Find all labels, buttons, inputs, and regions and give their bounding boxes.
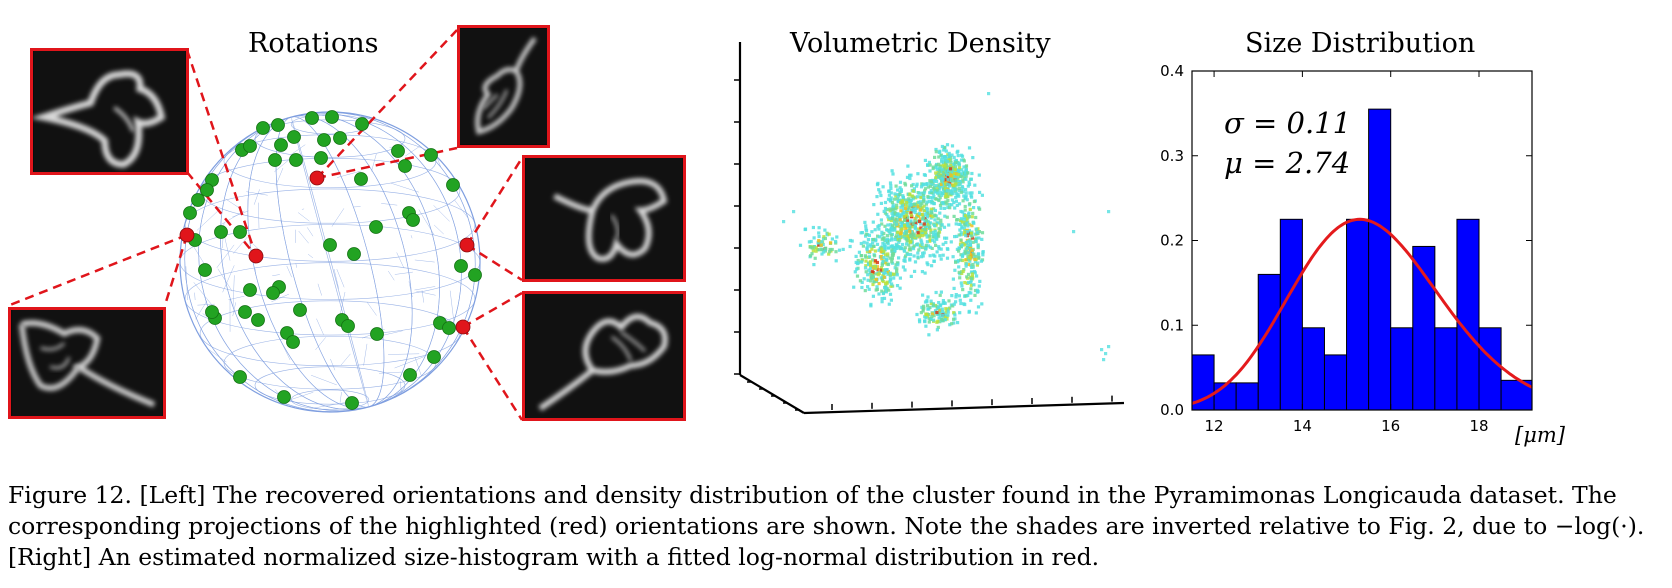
histogram-bar bbox=[1434, 327, 1458, 411]
density-axis-ticks bbox=[734, 79, 1113, 411]
sigma-annotation: σ = 0.11 bbox=[1224, 106, 1352, 140]
orientation-point bbox=[325, 110, 339, 124]
y-tick-label: 0.0 bbox=[1160, 401, 1184, 419]
orientation-point bbox=[266, 286, 280, 300]
orientation-point bbox=[251, 313, 265, 327]
y-tick-label: 0.4 bbox=[1160, 62, 1184, 80]
orientation-point bbox=[446, 178, 460, 192]
highlighted-orientation-point bbox=[179, 227, 195, 243]
projection-thumbnail-top-left bbox=[30, 48, 189, 175]
orientation-point bbox=[256, 121, 270, 135]
orientation-point bbox=[314, 151, 328, 165]
caption-line-2: corresponding projections of the highlig… bbox=[8, 512, 1645, 540]
histogram-bar bbox=[1279, 218, 1303, 411]
orientation-point bbox=[289, 153, 303, 167]
histogram-bar bbox=[1368, 108, 1392, 411]
orientation-point bbox=[243, 283, 257, 297]
orientation-point bbox=[403, 368, 417, 382]
histogram-bar bbox=[1235, 382, 1259, 411]
volumetric-density-plot bbox=[734, 42, 1125, 415]
orientation-point bbox=[317, 133, 331, 147]
histogram-bars bbox=[1191, 108, 1533, 411]
orientation-point bbox=[277, 390, 291, 404]
caption-line-3: [Right] An estimated normalized size-his… bbox=[8, 543, 1100, 571]
orientation-point bbox=[406, 213, 420, 227]
orientation-point bbox=[347, 247, 361, 261]
density-title: Volumetric Density bbox=[790, 28, 1051, 59]
orientation-point bbox=[243, 139, 257, 153]
orientation-point bbox=[198, 263, 212, 277]
orientation-point bbox=[214, 225, 228, 239]
size-histogram-chart: 0.0 0.1 0.2 0.3 0.4 12 14 16 18 bbox=[1160, 62, 1533, 435]
orientation-point bbox=[424, 148, 438, 162]
orientation-point bbox=[286, 335, 300, 349]
orientation-point bbox=[341, 319, 355, 333]
orientation-point bbox=[238, 305, 252, 319]
caption-line-1: Figure 12. [Left] The recovered orientat… bbox=[8, 481, 1617, 509]
figure-caption: Figure 12. [Left] The recovered orientat… bbox=[8, 480, 1663, 573]
histogram-bar bbox=[1412, 245, 1436, 411]
size-distribution-title: Size Distribution bbox=[1245, 28, 1476, 59]
orientation-point bbox=[293, 303, 307, 317]
y-tick-label: 0.1 bbox=[1160, 316, 1184, 334]
projection-connectors bbox=[9, 29, 524, 421]
recovered-orientations bbox=[183, 110, 482, 410]
projection-thumbnail-right-lower bbox=[522, 291, 686, 421]
orientation-point bbox=[233, 225, 247, 239]
x-tick-label: 16 bbox=[1381, 417, 1400, 435]
mu-annotation: μ = 2.74 bbox=[1224, 146, 1351, 180]
orientation-point bbox=[323, 238, 337, 252]
orientation-point bbox=[274, 138, 288, 152]
x-tick-label: 18 bbox=[1469, 417, 1488, 435]
highlighted-orientation-point bbox=[455, 319, 471, 335]
projection-thumbnail-top bbox=[457, 25, 550, 148]
projection-thumbnail-bottom-left bbox=[8, 307, 166, 419]
histogram-bar bbox=[1323, 354, 1348, 411]
x-axis-unit-label: [μm] bbox=[1515, 423, 1565, 447]
orientation-point bbox=[200, 183, 214, 197]
orientation-point bbox=[333, 131, 347, 145]
orientation-point bbox=[305, 111, 319, 125]
orientation-point bbox=[191, 193, 205, 207]
lognormal-fit-curve bbox=[1191, 217, 1533, 405]
orientation-point bbox=[442, 321, 456, 335]
orientation-point bbox=[183, 206, 197, 220]
orientation-point bbox=[233, 370, 247, 384]
orientation-point bbox=[454, 259, 468, 273]
x-axis-ticks: 12 14 16 18 bbox=[1205, 71, 1489, 435]
orientation-point bbox=[468, 268, 482, 282]
projection-thumbnail-right-upper bbox=[522, 155, 686, 282]
density-voxels bbox=[782, 92, 1111, 362]
histogram-bar bbox=[1390, 327, 1414, 411]
highlighted-orientation-point bbox=[309, 170, 325, 186]
histogram-bar bbox=[1301, 327, 1325, 411]
orientation-point bbox=[287, 130, 301, 144]
orientation-point bbox=[355, 117, 369, 131]
orientation-point bbox=[391, 144, 405, 158]
x-tick-label: 14 bbox=[1293, 417, 1312, 435]
orientation-point bbox=[271, 118, 285, 132]
y-axis-ticks: 0.0 0.1 0.2 0.3 0.4 bbox=[1160, 62, 1532, 419]
y-tick-label: 0.2 bbox=[1160, 232, 1184, 250]
orientation-point bbox=[370, 327, 384, 341]
orientation-sphere bbox=[179, 111, 481, 413]
orientation-point bbox=[369, 220, 383, 234]
highlighted-orientation-point bbox=[459, 237, 475, 253]
highlighted-orientations bbox=[179, 170, 475, 335]
rotations-figure bbox=[9, 29, 524, 421]
histogram-bar bbox=[1346, 218, 1370, 411]
orientation-point bbox=[268, 153, 282, 167]
histogram-bar bbox=[1456, 218, 1480, 411]
orientation-point bbox=[354, 172, 368, 186]
orientation-point bbox=[205, 305, 219, 319]
histogram-bar bbox=[1478, 327, 1502, 411]
density-3d-axes bbox=[738, 42, 1125, 415]
highlighted-orientation-point bbox=[248, 248, 264, 264]
orientation-point bbox=[427, 350, 441, 364]
y-tick-label: 0.3 bbox=[1160, 147, 1184, 165]
x-tick-label: 12 bbox=[1205, 417, 1224, 435]
orientation-point bbox=[398, 159, 412, 173]
rotations-title: Rotations bbox=[248, 28, 379, 59]
orientation-point bbox=[345, 396, 359, 410]
